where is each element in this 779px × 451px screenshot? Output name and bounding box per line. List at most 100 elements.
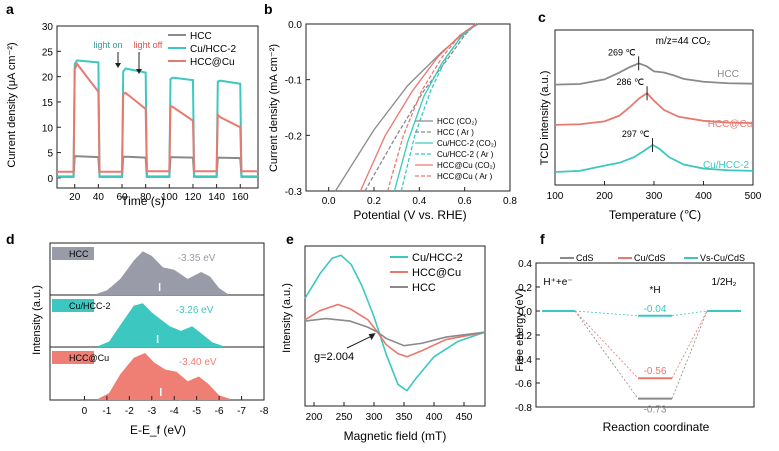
xtick-label-c: 500	[745, 191, 762, 202]
xtick-label-e: 200	[306, 412, 323, 423]
xtick-label-c: 200	[596, 191, 613, 202]
ylabel-b: Current density (mA cm⁻²)	[268, 44, 280, 172]
dos-area-d-2	[97, 353, 231, 400]
series-line-a-1	[57, 59, 258, 178]
center-label-d: -3.40 eV	[179, 357, 217, 368]
legend-label-b: HCC (CO₂)	[437, 117, 477, 126]
legend-label-f: Vs-Cu/CdS	[700, 253, 745, 263]
legend-label-e: Cu/HCC-2	[412, 252, 463, 264]
xtick-label-a: 60	[116, 192, 128, 203]
title-c: m/z=44 CO₂	[656, 36, 711, 47]
xtick-label-a: 20	[69, 192, 81, 203]
xtick-label-a: 80	[140, 192, 152, 203]
legend-swatch-d	[52, 247, 94, 260]
panel-label-d: d	[6, 231, 15, 247]
xlabel-a: Time (s)	[121, 194, 165, 208]
ylabel-f: Free energy (eV)	[514, 288, 526, 371]
ylabel-a: Current density (μA cm⁻²)	[6, 42, 18, 167]
connector-f	[574, 310, 639, 379]
series-line-b-5	[386, 23, 477, 192]
ytick-label-a: 25	[42, 47, 54, 58]
ytick-label-b: 0.0	[288, 20, 302, 31]
xlabel-b: Potential (V vs. RHE)	[353, 208, 466, 222]
value-label-f: -0.56	[644, 366, 667, 377]
ylabel-d: Intensity (a.u.)	[31, 285, 43, 355]
panel-label-a: a	[6, 1, 14, 17]
legend-swatch-d	[52, 299, 94, 312]
xtick-label-b: 0.2	[367, 196, 381, 207]
value-label-f: -0.04	[644, 304, 667, 315]
ytick-label-b: -0.3	[285, 187, 303, 198]
ytick-label-a: 5	[47, 149, 53, 160]
xlabel-e: Magnetic field (mT)	[344, 429, 447, 443]
legend-label-d: Cu/HCC-2	[69, 301, 111, 311]
xtick-label-d: 0	[82, 406, 88, 417]
ytick-label-b: -0.2	[285, 131, 303, 142]
xtick-label-a: 40	[93, 192, 105, 203]
legend-label-f: CdS	[576, 253, 594, 263]
xtick-label-e: 250	[336, 412, 353, 423]
annotation-arrow-e	[346, 334, 374, 349]
panel-b: b 0.0 -0.1 -0.2 -0.3 0.0 0.2 0.4 0.6 0.8 Potenti…	[264, 1, 517, 222]
center-label-d: -3.35 eV	[178, 253, 216, 264]
plot-frame-a	[56, 25, 259, 189]
dos-area-d-1	[97, 303, 224, 347]
ytick-label-f: -0.8	[515, 403, 533, 414]
legend-label-a: HCC@Cu	[190, 57, 235, 68]
xtick-label-c: 300	[646, 191, 663, 202]
series-line-b-1	[364, 23, 477, 192]
xtick-label-a: 100	[161, 192, 178, 203]
legend-label-b: HCC@Cu (CO₂)	[437, 161, 496, 170]
xtick-label-b: 0.8	[503, 196, 517, 207]
connector-f	[671, 310, 708, 399]
series-line-e-1	[304, 303, 486, 358]
xtick-label-d: -1	[102, 406, 111, 417]
series-name-c: Cu/HCC-2	[703, 160, 750, 171]
series-line-a-2	[57, 62, 258, 173]
state-label-f: 1/2H₂	[711, 277, 736, 288]
panel-label-b: b	[264, 1, 273, 17]
state-label-f: *H	[649, 285, 660, 296]
ytick-label-f: -0.6	[515, 379, 533, 390]
xtick-label-e: 300	[366, 412, 383, 423]
xtick-label-d: -6	[215, 406, 224, 417]
legend-label-b: Cu/HCC-2 ( Ar )	[437, 150, 494, 159]
panel-a: a 0 5 10 15 20 25 30 20 40 60 80 100 120 140 160 Time …	[6, 1, 259, 208]
legend-label-f: Cu/CdS	[634, 253, 666, 263]
xtick-label-d: -4	[170, 406, 179, 417]
panel-c: c 100 200 300 400 500 269 ℃ HCC 286 ℃ HCC@Cu 297 …	[538, 9, 762, 222]
center-label-d: -3.26 eV	[176, 305, 214, 316]
panel-d: d HCC -3.35 eV Cu/HCC-2 -3.26 eV HCC@Cu -3.40…	[6, 231, 269, 437]
connector-f	[574, 310, 639, 317]
xtick-label-d: -8	[260, 406, 269, 417]
ylabel-e: Intensity (a.u.)	[281, 283, 293, 353]
xtick-label-d: -7	[237, 406, 246, 417]
dos-area-d-0	[95, 251, 229, 295]
legend-label-d: HCC	[69, 249, 89, 259]
legend-label-d: HCC@Cu	[69, 353, 109, 363]
value-label-f: -0.73	[644, 405, 667, 416]
panel-label-f: f	[540, 231, 545, 247]
connector-f	[574, 310, 639, 399]
panel-label-c: c	[538, 9, 546, 25]
plot-frame-e	[304, 245, 486, 407]
ylabel-c: TCD intensity (a.u.)	[539, 71, 551, 166]
series-name-c: HCC@Cu	[708, 119, 753, 130]
xlabel-c: Temperature (℃)	[609, 208, 701, 222]
panel-label-e: e	[286, 231, 294, 247]
xtick-label-c: 400	[695, 191, 712, 202]
series-line-b-3	[400, 23, 477, 192]
series-line-a-0	[57, 155, 258, 178]
legend-label-b: HCC@Cu ( Ar )	[437, 172, 493, 181]
xtick-label-d: -5	[192, 406, 201, 417]
ytick-label-f: 0.4	[518, 259, 532, 270]
ytick-label-a: 10	[42, 123, 54, 134]
xtick-label-a: 160	[232, 192, 249, 203]
panel-e: e 200 250 300 350 400 450 g=2.004 Magnetic fie…	[281, 231, 486, 443]
series-line-c-0	[554, 62, 754, 86]
peak-label-c: 297 ℃	[622, 129, 650, 139]
xtick-label-c: 100	[547, 191, 564, 202]
ytick-label-a: 15	[42, 98, 54, 109]
xtick-label-d: -2	[125, 406, 134, 417]
